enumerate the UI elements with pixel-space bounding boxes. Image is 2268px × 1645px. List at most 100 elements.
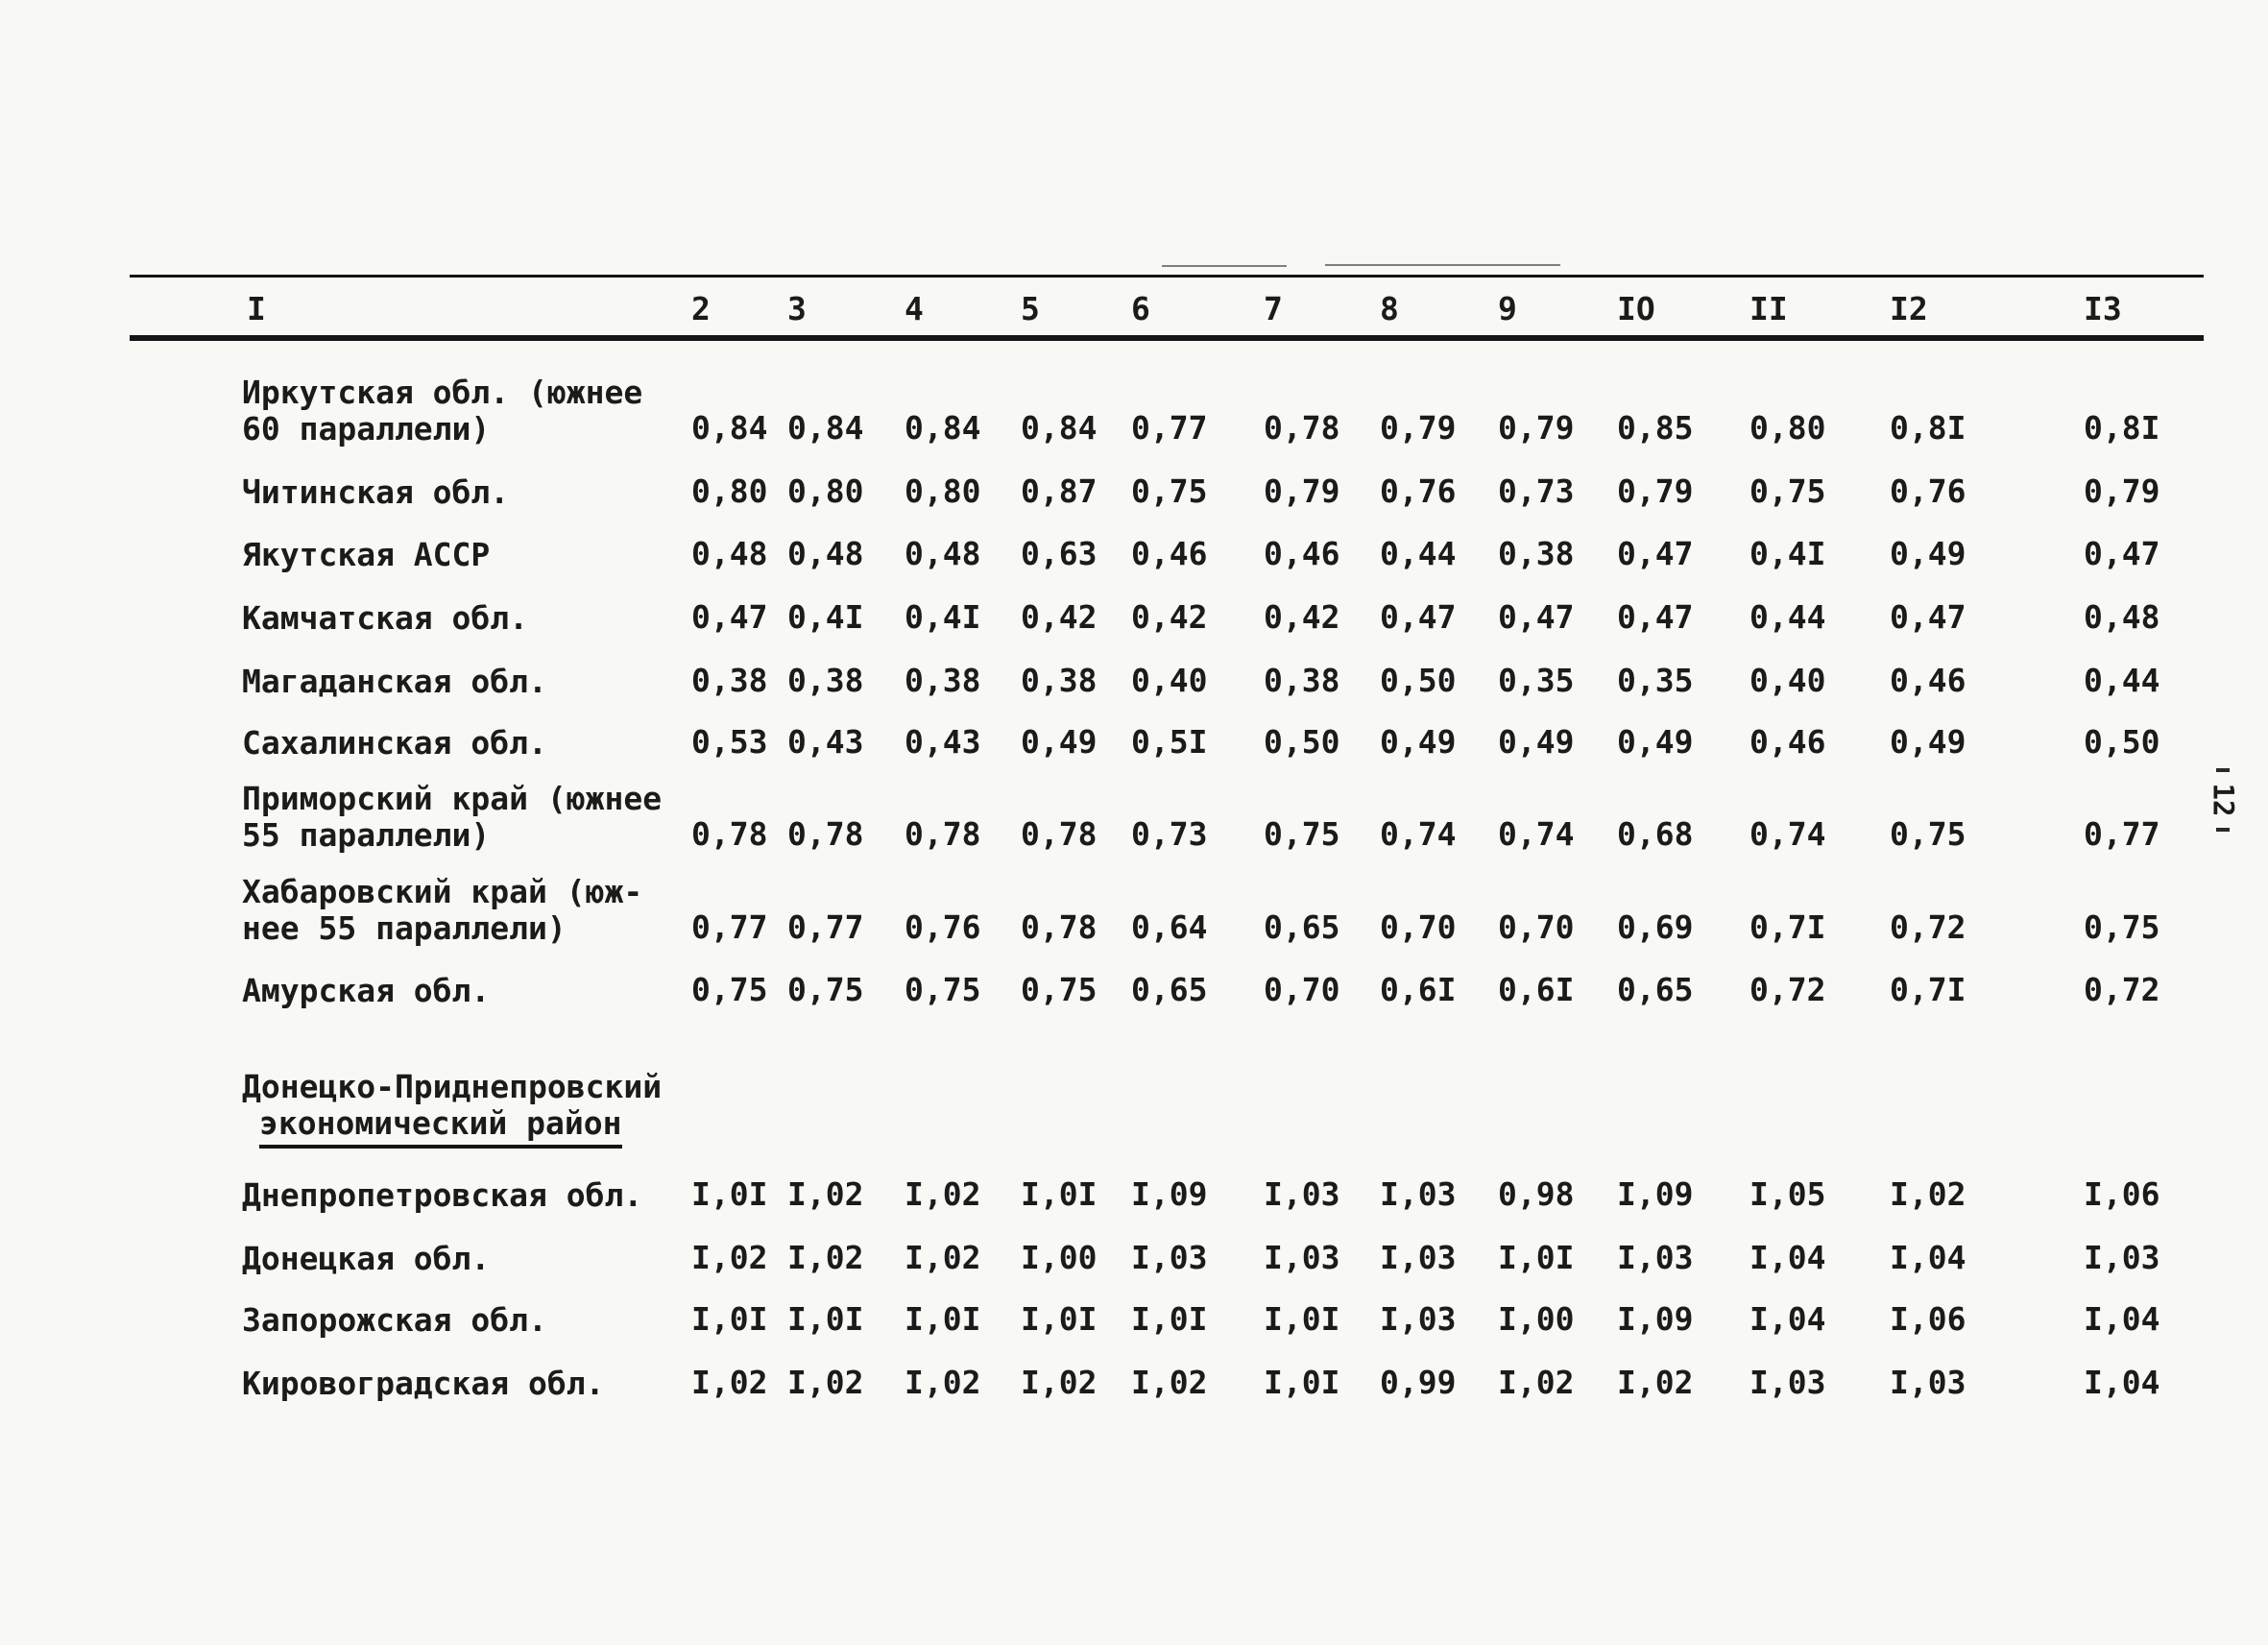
marker-tick-top — [2216, 768, 2231, 772]
column-header: IO — [1617, 290, 1655, 327]
table-top-rule — [130, 275, 2204, 278]
column-header: 6 — [1131, 290, 1150, 327]
region-label: Камчатская обл. — [242, 600, 528, 637]
value-cell: 0,49 — [1617, 723, 1694, 761]
value-cell: 0,80 — [691, 472, 768, 510]
value-cell: 0,44 — [2084, 662, 2160, 699]
value-cell: I,03 — [2084, 1239, 2160, 1276]
value-cell: 0,79 — [1498, 409, 1575, 447]
value-cell: I,04 — [2084, 1300, 2160, 1338]
value-cell: 0,40 — [1749, 662, 1826, 699]
value-cell: I,0I — [1498, 1239, 1575, 1276]
value-cell: I,03 — [1380, 1300, 1457, 1338]
value-cell: I,0I — [691, 1175, 768, 1213]
region-label: Читинская обл. — [242, 474, 509, 511]
value-cell: 0,47 — [1617, 598, 1694, 636]
value-cell: 0,43 — [905, 723, 981, 761]
value-cell: 0,63 — [1021, 535, 1098, 572]
value-cell: I,03 — [1264, 1175, 1340, 1213]
value-cell: 0,53 — [691, 723, 768, 761]
value-cell: I,02 — [691, 1364, 768, 1401]
region-label: Запорожская обл. — [242, 1302, 547, 1339]
region-label-line: Хабаровский край (юж- — [242, 873, 643, 910]
value-cell: 0,46 — [1264, 535, 1340, 572]
value-cell: 0,84 — [1021, 409, 1098, 447]
value-cell: 0,75 — [787, 971, 864, 1008]
region-label-line: Сахалинская обл. — [242, 724, 547, 762]
value-cell: I,02 — [787, 1364, 864, 1401]
region-label-line: Магаданская обл. — [242, 663, 547, 700]
region-label-line: нее 55 параллели) — [242, 909, 567, 947]
column-header: 2 — [691, 290, 711, 327]
value-cell: I,02 — [905, 1364, 981, 1401]
value-cell: 0,35 — [1617, 662, 1694, 699]
region-label: Хабаровский край (юж-нее 55 параллели) — [242, 874, 642, 947]
column-header: I2 — [1890, 290, 1928, 327]
value-cell: 0,84 — [905, 409, 981, 447]
value-cell: 0,65 — [1131, 971, 1208, 1008]
value-cell: 0,70 — [1498, 908, 1575, 946]
region-label: Днепропетровская обл. — [242, 1177, 642, 1214]
value-cell: 0,38 — [905, 662, 981, 699]
value-cell: 0,6I — [1498, 971, 1575, 1008]
value-cell: I,0I — [905, 1300, 981, 1338]
value-cell: 0,72 — [2084, 971, 2160, 1008]
value-cell: I,02 — [905, 1175, 981, 1213]
value-cell: I,0I — [787, 1300, 864, 1338]
region-label-line: Днепропетровская обл. — [242, 1176, 643, 1214]
value-cell: 0,44 — [1749, 598, 1826, 636]
value-cell: 0,75 — [1264, 815, 1340, 853]
value-cell: 0,74 — [1380, 815, 1457, 853]
value-cell: 0,35 — [1498, 662, 1575, 699]
value-cell: 0,85 — [1617, 409, 1694, 447]
value-cell: 0,47 — [2084, 535, 2160, 572]
value-cell: 0,80 — [1749, 409, 1826, 447]
value-cell: I,04 — [1749, 1239, 1826, 1276]
value-cell: I,02 — [905, 1239, 981, 1276]
value-cell: I,03 — [1890, 1364, 1966, 1401]
value-cell: 0,65 — [1617, 971, 1694, 1008]
value-cell: 0,46 — [1890, 662, 1966, 699]
column-header: I3 — [2084, 290, 2122, 327]
value-cell: 0,69 — [1617, 908, 1694, 946]
value-cell: 0,48 — [905, 535, 981, 572]
region-label: Сахалинская обл. — [242, 725, 547, 762]
region-label-line: Амурская обл. — [242, 972, 491, 1009]
value-cell: 0,43 — [787, 723, 864, 761]
region-label: Якутская АССР — [242, 537, 490, 573]
column-header: 5 — [1021, 290, 1040, 327]
value-cell: 0,47 — [691, 598, 768, 636]
value-cell: I,04 — [2084, 1364, 2160, 1401]
value-cell: 0,75 — [2084, 908, 2160, 946]
value-cell: 0,78 — [1021, 815, 1098, 853]
value-cell: 0,75 — [1021, 971, 1098, 1008]
value-cell: 0,74 — [1749, 815, 1826, 853]
value-cell: 0,49 — [1498, 723, 1575, 761]
value-cell: 0,7I — [1890, 971, 1966, 1008]
value-cell: 0,42 — [1021, 598, 1098, 636]
value-cell: 0,47 — [1498, 598, 1575, 636]
value-cell: 0,76 — [1380, 472, 1457, 510]
value-cell: 0,4I — [1749, 535, 1826, 572]
value-cell: 0,40 — [1131, 662, 1208, 699]
region-label-line: Приморский край (южнее — [242, 780, 663, 817]
value-cell: 0,6I — [1380, 971, 1457, 1008]
region-label-line: 60 параллели) — [242, 410, 491, 448]
value-cell: 0,46 — [1749, 723, 1826, 761]
value-cell: I,03 — [1264, 1239, 1340, 1276]
value-cell: I,06 — [2084, 1175, 2160, 1213]
value-cell: I,03 — [1380, 1175, 1457, 1213]
value-cell: 0,79 — [1264, 472, 1340, 510]
value-cell: 0,75 — [691, 971, 768, 1008]
value-cell: I,0I — [1264, 1364, 1340, 1401]
value-cell: 0,78 — [1264, 409, 1340, 447]
value-cell: 0,50 — [1380, 662, 1457, 699]
value-cell: 0,65 — [1264, 908, 1340, 946]
value-cell: 0,49 — [1890, 535, 1966, 572]
value-cell: 0,75 — [1749, 472, 1826, 510]
value-cell: I,0I — [1131, 1300, 1208, 1338]
value-cell: 0,38 — [787, 662, 864, 699]
value-cell: 0,46 — [1131, 535, 1208, 572]
column-header: II — [1749, 290, 1788, 327]
